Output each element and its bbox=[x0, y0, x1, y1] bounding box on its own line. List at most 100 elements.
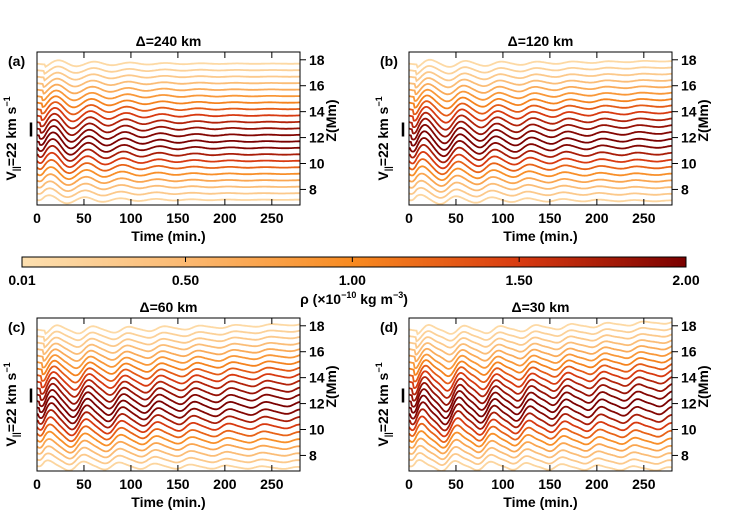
y-tick-label: 12 bbox=[681, 396, 697, 412]
series-line bbox=[409, 158, 672, 176]
colorbar-gradient bbox=[21, 256, 687, 268]
colorbar-ticks: 0.01 0.50 1.00 1.50 2.00 bbox=[8, 257, 700, 288]
series-line bbox=[409, 82, 672, 96]
series-group bbox=[409, 58, 672, 205]
series-line bbox=[409, 351, 672, 370]
x-axis-label: Time (min.) bbox=[503, 494, 577, 510]
series-line bbox=[37, 329, 300, 343]
series-line bbox=[37, 445, 300, 460]
series-line bbox=[37, 118, 300, 136]
series-line bbox=[37, 77, 300, 88]
series-line bbox=[409, 422, 672, 444]
panel-letter: (b) bbox=[380, 53, 398, 69]
series-line bbox=[37, 187, 300, 198]
series-line bbox=[37, 430, 300, 448]
series-line bbox=[37, 59, 300, 68]
series-line bbox=[37, 359, 300, 377]
panel-b: 0 50 100 150 200 250 8 10 12 14 16 18 Δ=120 km (b) Tim… bbox=[374, 33, 711, 244]
series-line bbox=[37, 101, 300, 116]
series-line bbox=[409, 333, 672, 350]
series-line bbox=[37, 402, 300, 425]
series-line bbox=[409, 339, 672, 356]
series-line bbox=[37, 371, 300, 391]
series-line bbox=[37, 180, 300, 193]
y-tick-label: 8 bbox=[309, 181, 317, 197]
x-tick-label: 150 bbox=[166, 476, 190, 492]
y-tick-label: 14 bbox=[309, 370, 325, 386]
y-tick-label: 8 bbox=[309, 447, 317, 463]
y-tick-label: 16 bbox=[681, 78, 697, 94]
x-tick-label: 150 bbox=[538, 210, 562, 226]
y-tick-label: 10 bbox=[681, 156, 697, 172]
series-line bbox=[409, 408, 672, 432]
x-tick-label: 50 bbox=[448, 210, 464, 226]
series-line bbox=[37, 151, 300, 169]
series-line bbox=[37, 342, 300, 356]
velocity-scale-label: V||=22 km s−1 bbox=[374, 96, 393, 180]
series-line bbox=[37, 423, 300, 443]
series-line bbox=[409, 452, 672, 467]
series-line bbox=[409, 459, 672, 471]
series-line bbox=[409, 186, 672, 199]
series-group bbox=[37, 323, 300, 471]
plot-frame bbox=[408, 317, 673, 472]
x-tick-label: 200 bbox=[585, 210, 609, 226]
y-tick-label: 18 bbox=[309, 52, 325, 68]
x-tick-label: 250 bbox=[632, 210, 656, 226]
y-tick-label: 12 bbox=[309, 130, 325, 146]
series-line bbox=[409, 165, 672, 182]
series-line bbox=[37, 335, 300, 349]
series-line bbox=[37, 323, 300, 336]
series-line bbox=[409, 88, 672, 103]
x-tick-label: 200 bbox=[213, 210, 237, 226]
colorbar-tick-label: 0.01 bbox=[8, 272, 35, 288]
series-line bbox=[37, 125, 300, 143]
z-axis-label: Z(Mm) bbox=[695, 100, 711, 142]
x-tick-label: 100 bbox=[119, 210, 143, 226]
series-line bbox=[37, 145, 300, 162]
y-tick-label: 16 bbox=[681, 344, 697, 360]
series-line bbox=[37, 138, 300, 156]
y-tick-label: 10 bbox=[309, 156, 325, 172]
panel-title: Δ=30 km bbox=[512, 299, 570, 315]
series-line bbox=[409, 193, 672, 205]
series-line bbox=[409, 117, 672, 138]
z-axis-label: Z(Mm) bbox=[323, 366, 339, 408]
velocity-scale-label: V||=22 km s−1 bbox=[374, 362, 393, 446]
x-tick-label: 100 bbox=[119, 476, 143, 492]
series-line bbox=[37, 106, 300, 123]
x-axis-label: Time (min.) bbox=[131, 494, 205, 510]
y-tick-label: 16 bbox=[309, 344, 325, 360]
series-line bbox=[37, 416, 300, 437]
panel-letter: (d) bbox=[380, 319, 398, 335]
x-tick-label: 150 bbox=[538, 476, 562, 492]
series-line bbox=[37, 131, 300, 150]
x-tick-label: 0 bbox=[33, 210, 41, 226]
series-line bbox=[37, 65, 300, 75]
series-line bbox=[409, 326, 672, 343]
panel-c: 0 50 100 150 200 250 8 10 12 14 16 18 Δ=60 km (c) Time… bbox=[2, 299, 339, 510]
y-tick-label: 18 bbox=[681, 318, 697, 334]
colorbar-tick-label: 1.50 bbox=[506, 272, 533, 288]
series-line bbox=[409, 430, 672, 449]
x-tick-label: 50 bbox=[448, 476, 464, 492]
series-line bbox=[409, 58, 672, 69]
series-line bbox=[37, 395, 300, 418]
series-line bbox=[409, 381, 672, 406]
series-line bbox=[409, 71, 672, 83]
series-line bbox=[409, 94, 672, 110]
series-line bbox=[37, 348, 300, 362]
series-line bbox=[37, 459, 300, 471]
plot-frame bbox=[408, 51, 673, 206]
series-line bbox=[409, 376, 672, 399]
plot-frame bbox=[36, 317, 301, 472]
y-tick-label: 12 bbox=[309, 396, 325, 412]
x-tick-label: 250 bbox=[260, 476, 284, 492]
series-line bbox=[37, 112, 300, 130]
series-line bbox=[409, 65, 672, 76]
colorbar: 0.01 0.50 1.00 1.50 2.00 ρ (×10−10 kg m−3) bbox=[8, 256, 700, 307]
series-group bbox=[409, 320, 672, 471]
y-tick-label: 18 bbox=[309, 318, 325, 334]
series-line bbox=[37, 95, 300, 109]
y-tick-label: 10 bbox=[681, 422, 697, 438]
